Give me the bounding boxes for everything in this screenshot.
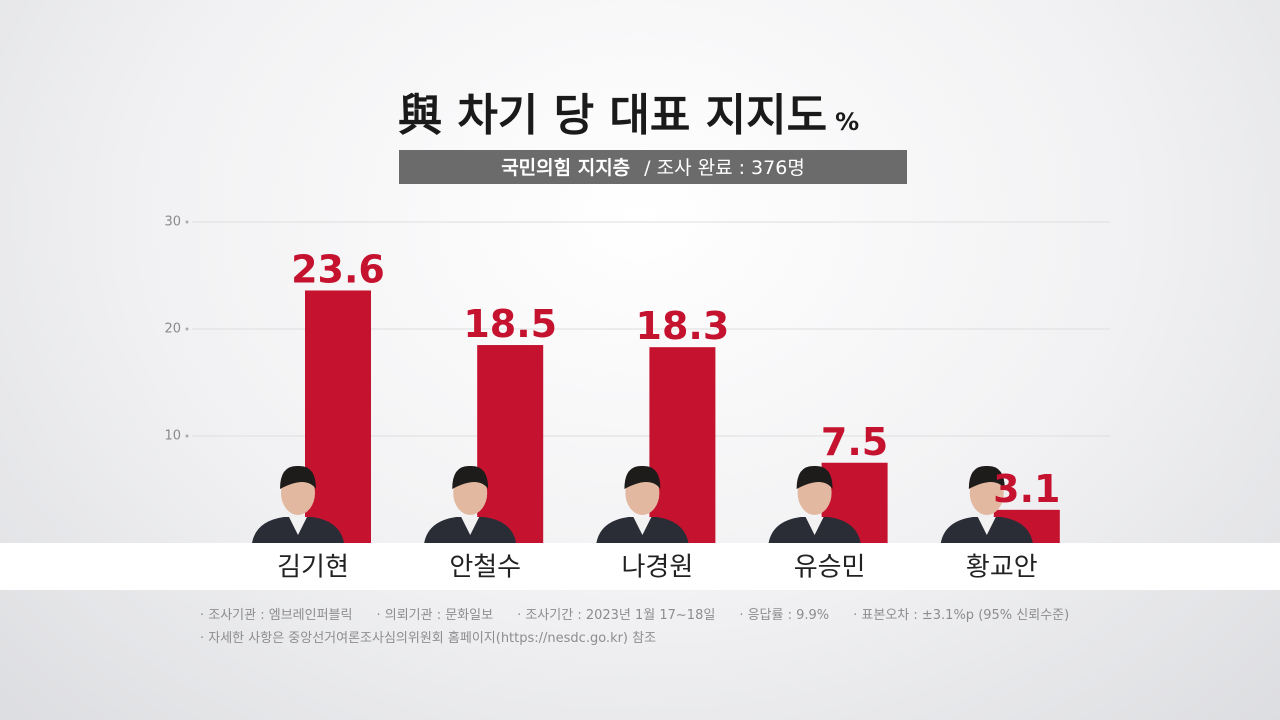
tick-dot: [185, 434, 189, 438]
footnote: 의뢰기관 : 문화일보: [376, 608, 493, 623]
portrait: [768, 465, 861, 543]
subtitle-box: [399, 150, 907, 184]
value-label: 23.6: [291, 247, 385, 291]
portrait: [940, 465, 1033, 543]
tick-dot: [185, 220, 189, 224]
footnote: 응답률 : 9.9%: [739, 608, 829, 623]
x-tick-label: 나경원: [622, 553, 694, 583]
chart-title: 與 차기 당 대표 지지도: [398, 90, 827, 141]
value-label: 7.5: [821, 420, 888, 464]
footnote-line: 자세한 사항은 중앙선거여론조사심의위원회 홈페이지(https://nesdc…: [200, 627, 680, 646]
subtitle-sample: / 조사 완료 : 376명: [644, 157, 805, 179]
bar: [477, 345, 544, 543]
portrait: [424, 465, 517, 543]
subtitle: 국민의힘 지지층 / 조사 완료 : 376명: [501, 157, 805, 179]
bar: [305, 290, 371, 543]
footnote: 표본오차 : ±3.1%p (95% 신뢰수준): [853, 608, 1069, 623]
footnote: 조사기관 : 엠브레인퍼블릭: [200, 608, 352, 623]
portrait-shirt: [289, 517, 307, 535]
portrait-hair: [796, 465, 833, 489]
value-label: 3.1: [993, 467, 1060, 511]
y-tick-label: 20: [164, 322, 181, 337]
subtitle-group: 국민의힘 지지층: [501, 157, 630, 179]
x-tick-label: 김기현: [277, 553, 349, 583]
portrait-shirt: [977, 517, 996, 535]
bar: [649, 347, 716, 543]
y-tick-label: 30: [164, 215, 181, 230]
portrait-shirt: [461, 517, 480, 535]
label-band: [0, 543, 1280, 590]
footnote: 자세한 사항은 중앙선거여론조사심의위원회 홈페이지(https://nesdc…: [200, 631, 656, 646]
portrait-hair: [452, 465, 489, 489]
unit-label: %: [835, 108, 859, 136]
footnote: 조사기간 : 2023년 1월 17~18일: [517, 608, 715, 623]
portrait-shirt: [633, 517, 652, 535]
value-label: 18.5: [463, 302, 557, 346]
portrait-hair: [280, 465, 316, 489]
y-tick-label: 10: [164, 429, 181, 444]
portrait: [596, 465, 689, 543]
x-tick-label: 황교안: [966, 553, 1038, 583]
x-tick-label: 안철수: [449, 553, 521, 583]
portrait-hair: [624, 465, 661, 489]
portrait-shirt: [805, 517, 824, 535]
footnote-line: 조사기관 : 엠브레인퍼블릭 의뢰기관 : 문화일보 조사기간 : 2023년 1월…: [200, 604, 1093, 623]
tick-dot: [185, 327, 189, 331]
x-tick-label: 유승민: [794, 553, 866, 583]
portrait: [252, 465, 344, 543]
value-label: 18.3: [636, 304, 730, 348]
portrait-hair: [968, 465, 1005, 489]
